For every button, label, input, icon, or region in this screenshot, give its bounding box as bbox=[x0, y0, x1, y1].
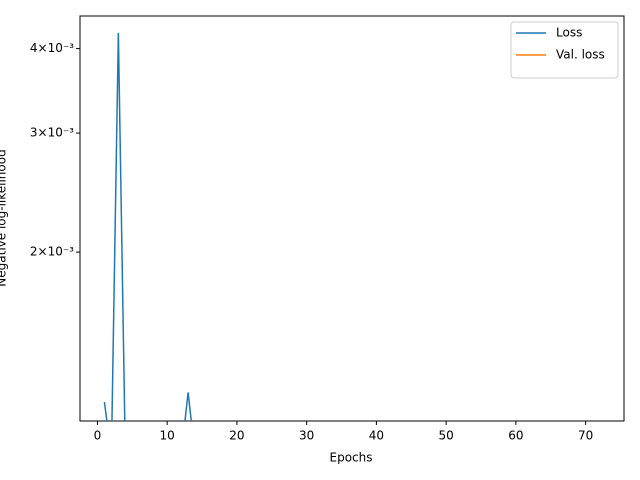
x-tick-label: 30 bbox=[299, 429, 314, 443]
y-tick-label: 3×10⁻³ bbox=[30, 126, 74, 140]
legend-box bbox=[510, 21, 619, 79]
x-axis-label: Epochs bbox=[330, 451, 373, 465]
x-tick-label: 60 bbox=[508, 429, 523, 443]
x-tick-label: 20 bbox=[229, 429, 244, 443]
data-line bbox=[103, 32, 193, 421]
y-tick-label: 2×10⁻³ bbox=[30, 245, 74, 259]
x-tick-label: 0 bbox=[94, 429, 102, 443]
plot-frame bbox=[79, 15, 625, 422]
x-tick-label: 10 bbox=[160, 429, 175, 443]
legend-label: Loss bbox=[556, 26, 582, 40]
plot-area bbox=[103, 32, 193, 421]
x-tick-label: 40 bbox=[369, 429, 384, 443]
legend-label: Val. loss bbox=[556, 48, 605, 62]
y-tick-label: 4×10⁻³ bbox=[30, 41, 74, 55]
x-tick-label: 50 bbox=[439, 429, 454, 443]
y-axis-label: Negative log-likelihood bbox=[0, 149, 9, 286]
x-tick-label: 70 bbox=[578, 429, 593, 443]
